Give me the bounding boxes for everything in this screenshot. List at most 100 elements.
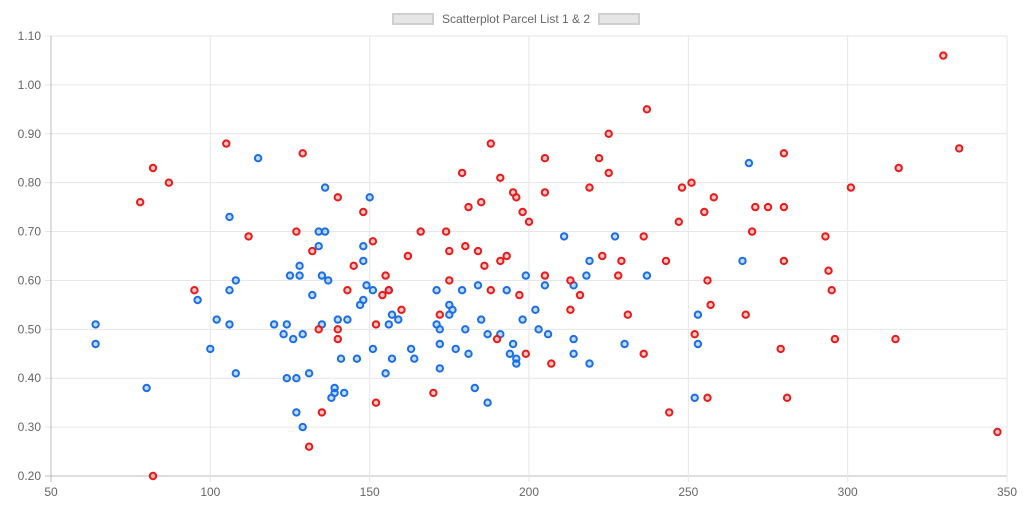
scatter-point-series-2[interactable] [639, 349, 648, 358]
scatter-point-series-1[interactable] [521, 271, 530, 280]
scatter-point-series-2[interactable] [244, 232, 253, 241]
scatter-point-series-1[interactable] [502, 286, 511, 295]
scatter-point-series-2[interactable] [661, 256, 671, 266]
scatter-point-series-2[interactable] [642, 105, 652, 114]
scatter-point-series-2[interactable] [690, 330, 699, 339]
scatter-point-series-2[interactable] [445, 246, 454, 256]
scatter-point-series-2[interactable] [594, 154, 604, 163]
scatter-point-series-2[interactable] [222, 139, 231, 148]
scatter-point-series-2[interactable] [486, 286, 495, 295]
scatter-point-series-2[interactable] [333, 193, 342, 202]
scatter-point-series-2[interactable] [359, 207, 368, 217]
scatter-point-series-2[interactable] [397, 305, 406, 314]
scatter-point-series-2[interactable] [824, 266, 833, 275]
scatter-point-series-2[interactable] [512, 193, 521, 202]
scatter-point-series-2[interactable] [333, 325, 342, 334]
scatter-point-series-2[interactable] [371, 398, 381, 407]
scatter-point-series-1[interactable] [744, 158, 754, 168]
scatter-point-series-2[interactable] [480, 261, 489, 270]
scatter-point-series-2[interactable] [308, 246, 317, 256]
scatter-point-series-2[interactable] [464, 202, 473, 212]
scatter-point-series-1[interactable] [384, 320, 393, 329]
scatter-point-series-1[interactable] [582, 271, 591, 280]
scatter-point-series-2[interactable] [617, 256, 626, 266]
scatter-point-series-1[interactable] [451, 344, 460, 354]
scatter-point-series-1[interactable] [512, 359, 521, 368]
scatter-point-series-1[interactable] [91, 320, 100, 329]
scatter-point-series-1[interactable] [330, 388, 339, 398]
scatter-point-series-2[interactable] [827, 286, 836, 295]
scatter-point-series-1[interactable] [531, 305, 540, 314]
scatter-point-series-2[interactable] [496, 173, 505, 183]
scatter-point-series-1[interactable] [292, 374, 301, 383]
scatter-point-series-1[interactable] [225, 286, 234, 295]
scatter-point-series-1[interactable] [457, 286, 467, 295]
scatter-point-series-1[interactable] [464, 349, 473, 358]
scatter-point-series-2[interactable] [515, 290, 524, 300]
scatter-point-series-1[interactable] [324, 276, 333, 285]
scatter-point-series-2[interactable] [435, 310, 444, 319]
scatter-point-series-1[interactable] [585, 359, 594, 368]
scatter-point-series-1[interactable] [362, 281, 371, 290]
scatter-point-series-1[interactable] [359, 256, 368, 266]
scatter-point-series-2[interactable] [445, 276, 454, 285]
scatter-point-series-1[interactable] [738, 256, 747, 266]
scatter-point-series-1[interactable] [333, 315, 342, 324]
scatter-point-series-2[interactable] [939, 51, 948, 60]
scatter-point-series-2[interactable] [687, 178, 696, 187]
scatter-point-series-1[interactable] [282, 320, 291, 329]
scatter-point-series-1[interactable] [298, 330, 307, 339]
scatter-point-series-2[interactable] [677, 183, 687, 192]
scatter-point-series-2[interactable] [164, 178, 174, 187]
scatter-point-series-1[interactable] [410, 354, 419, 363]
scatter-point-series-1[interactable] [225, 320, 234, 329]
scatter-point-series-2[interactable] [821, 232, 830, 241]
scatter-point-series-2[interactable] [604, 168, 613, 178]
scatter-point-series-2[interactable] [747, 227, 757, 236]
scatter-point-series-1[interactable] [690, 393, 699, 402]
scatter-point-series-1[interactable] [620, 339, 629, 349]
scatter-point-series-1[interactable] [394, 315, 403, 324]
scatter-point-series-2[interactable] [540, 271, 550, 280]
scatter-point-series-2[interactable] [486, 139, 495, 148]
scatter-point-series-2[interactable] [378, 290, 387, 300]
scatter-point-series-2[interactable] [477, 198, 486, 207]
scatter-point-series-1[interactable] [483, 398, 492, 407]
scatter-point-series-1[interactable] [91, 339, 100, 349]
scatter-point-series-2[interactable] [521, 349, 530, 358]
scatter-point-series-2[interactable] [598, 251, 607, 261]
scatter-point-series-1[interactable] [289, 334, 298, 344]
scatter-point-series-1[interactable] [543, 330, 553, 339]
scatter-point-series-2[interactable] [314, 325, 323, 334]
scatter-point-series-1[interactable] [295, 261, 304, 270]
scatter-point-series-2[interactable] [292, 227, 301, 236]
scatter-point-series-1[interactable] [387, 354, 397, 363]
scatter-point-series-2[interactable] [496, 256, 505, 266]
scatter-point-series-2[interactable] [830, 334, 840, 344]
scatter-point-series-2[interactable] [381, 271, 390, 280]
scatter-point-series-1[interactable] [693, 339, 703, 349]
scatter-point-series-1[interactable] [470, 383, 479, 393]
scatter-point-series-1[interactable] [282, 374, 291, 383]
scatter-point-series-2[interactable] [429, 388, 438, 398]
scatter-point-series-1[interactable] [320, 227, 330, 236]
scatter-point-series-1[interactable] [308, 290, 317, 300]
scatter-point-series-1[interactable] [406, 344, 416, 354]
scatter-point-series-1[interactable] [359, 295, 368, 305]
scatter-point-series-2[interactable] [639, 232, 648, 241]
scatter-point-series-2[interactable] [741, 310, 750, 319]
scatter-point-series-1[interactable] [540, 281, 550, 290]
scatter-point-series-1[interactable] [432, 286, 441, 295]
scatter-point-series-2[interactable] [461, 242, 470, 251]
scatter-point-series-2[interactable] [349, 261, 358, 270]
scatter-point-series-2[interactable] [779, 256, 789, 266]
scatter-point-series-2[interactable] [894, 163, 903, 173]
scatter-point-series-2[interactable] [674, 217, 683, 227]
scatter-point-series-1[interactable] [448, 305, 457, 314]
scatter-point-series-1[interactable] [569, 334, 578, 344]
scatter-point-series-1[interactable] [352, 354, 362, 363]
scatter-point-series-2[interactable] [540, 154, 550, 163]
scatter-point-series-1[interactable] [253, 154, 263, 163]
scatter-point-series-2[interactable] [540, 188, 550, 197]
scatter-point-series-2[interactable] [955, 144, 964, 153]
